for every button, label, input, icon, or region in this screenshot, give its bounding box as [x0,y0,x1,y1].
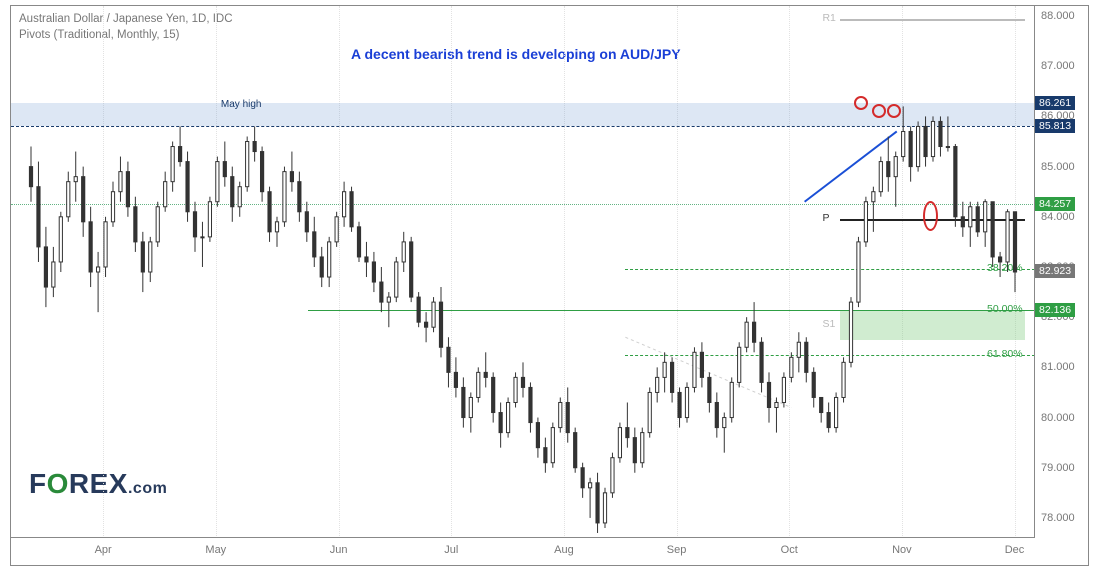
x-tick: Oct [781,544,798,556]
y-marker: 82.923 [1035,264,1075,278]
x-tick: Aug [554,544,574,556]
line-label: R1 [822,12,835,24]
line-label: S1 [822,318,835,330]
x-gridline [789,6,790,538]
y-tick: 87.000 [1041,60,1075,72]
horizontal-line [11,204,1035,205]
x-gridline [677,6,678,538]
x-tick: Dec [1005,544,1025,556]
y-marker: 82.136 [1035,303,1075,317]
y-tick: 84.000 [1041,211,1075,223]
main-annotation: A decent bearish trend is developing on … [351,46,681,62]
line-label: 38.20% [987,262,1023,274]
y-tick: 85.000 [1041,161,1075,173]
logo-pre: F [29,468,47,499]
trend-line [805,131,897,201]
x-tick: Jul [444,544,458,556]
horizontal-line [840,19,1024,21]
y-axis[interactable]: 78.00079.00080.00081.00082.00083.00084.0… [1034,6,1088,538]
y-tick: 79.000 [1041,462,1075,474]
x-tick: Nov [892,544,912,556]
horizontal-line [625,310,1035,311]
x-gridline [564,6,565,538]
horizontal-line [625,355,1035,356]
overlay-svg [11,6,1035,538]
logo-o: O [47,468,69,500]
highlight-ring [923,201,938,231]
x-axis[interactable]: Apr May Jun Jul Aug Sep Oct Nov Dec [11,537,1035,565]
forex-logo: FOREX.com [29,468,167,500]
horizontal-line [11,126,1035,127]
chart-header: Australian Dollar / Japanese Yen, 1D, ID… [19,12,233,43]
y-tick: 88.000 [1041,10,1075,22]
logo-suffix: .com [128,480,167,497]
y-tick: 80.000 [1041,412,1075,424]
y-marker: 84.257 [1035,197,1075,211]
line-label: 61.80% [987,348,1023,360]
y-marker: 85.813 [1035,119,1075,133]
symbol-title: Australian Dollar / Japanese Yen, 1D, ID… [19,12,233,28]
chart-frame: Australian Dollar / Japanese Yen, 1D, ID… [10,5,1089,566]
x-tick: Jun [330,544,348,556]
y-tick: 81.000 [1041,361,1075,373]
x-gridline [902,6,903,538]
indicator-title: Pivots (Traditional, Monthly, 15) [19,28,233,44]
trend-line [625,337,791,407]
logo-post: REX [69,468,128,499]
plot-area[interactable]: Australian Dollar / Japanese Yen, 1D, ID… [11,6,1035,538]
line-label: 50.00% [987,303,1023,315]
x-gridline [451,6,452,538]
x-tick: May [205,544,226,556]
y-marker: 86.261 [1035,96,1075,110]
horizontal-line [625,269,1035,270]
x-tick: Apr [95,544,112,556]
x-gridline [216,6,217,538]
y-tick: 78.000 [1041,512,1075,524]
chart-text-label: May high [221,99,262,110]
x-tick: Sep [667,544,687,556]
x-gridline [103,6,104,538]
x-gridline [339,6,340,538]
highlight-ring [887,104,901,118]
line-label: P [822,212,829,224]
